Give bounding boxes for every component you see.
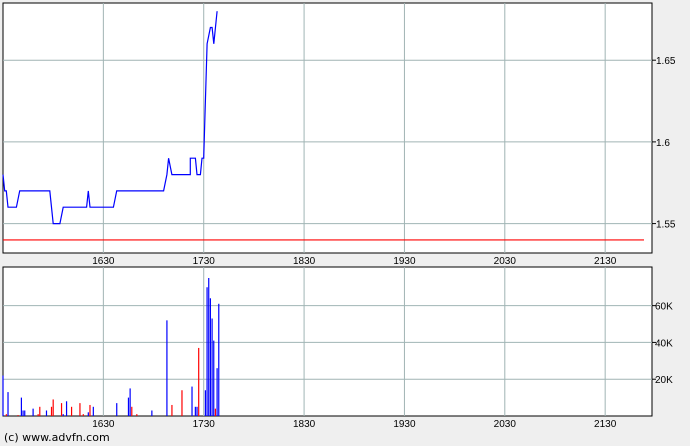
price-x-tick-label: 2130	[594, 256, 617, 267]
price-x-tick-label: 1730	[193, 256, 216, 267]
volume-y-tick-label: 40K	[655, 338, 673, 349]
price-x-tick-label: 2030	[494, 256, 517, 267]
volume-panel	[2, 266, 653, 417]
price-x-tick-label: 1930	[393, 256, 416, 267]
price-x-tick-label: 1630	[92, 256, 115, 267]
price-line	[2, 11, 218, 225]
price-y-tick-label: 1.55	[656, 220, 676, 231]
copyright-text: (c) www.advfn.com	[4, 431, 110, 444]
volume-y-tick-label: 20K	[655, 375, 673, 386]
volume-x-tick-label: 1630	[92, 419, 115, 430]
volume-x-tick-label: 2130	[594, 419, 617, 430]
volume-x-tick-label: 1830	[293, 419, 316, 430]
price-y-tick-label: 1.65	[656, 56, 676, 67]
price-panel	[2, 2, 653, 254]
volume-x-tick-label: 1930	[393, 419, 416, 430]
volume-y-tick-label: 60K	[655, 302, 673, 313]
volume-x-tick-label: 1730	[193, 419, 216, 430]
volume-x-tick-label: 2030	[494, 419, 517, 430]
price-y-tick-label: 1.6	[656, 138, 670, 149]
price-x-tick-label: 1830	[293, 256, 316, 267]
